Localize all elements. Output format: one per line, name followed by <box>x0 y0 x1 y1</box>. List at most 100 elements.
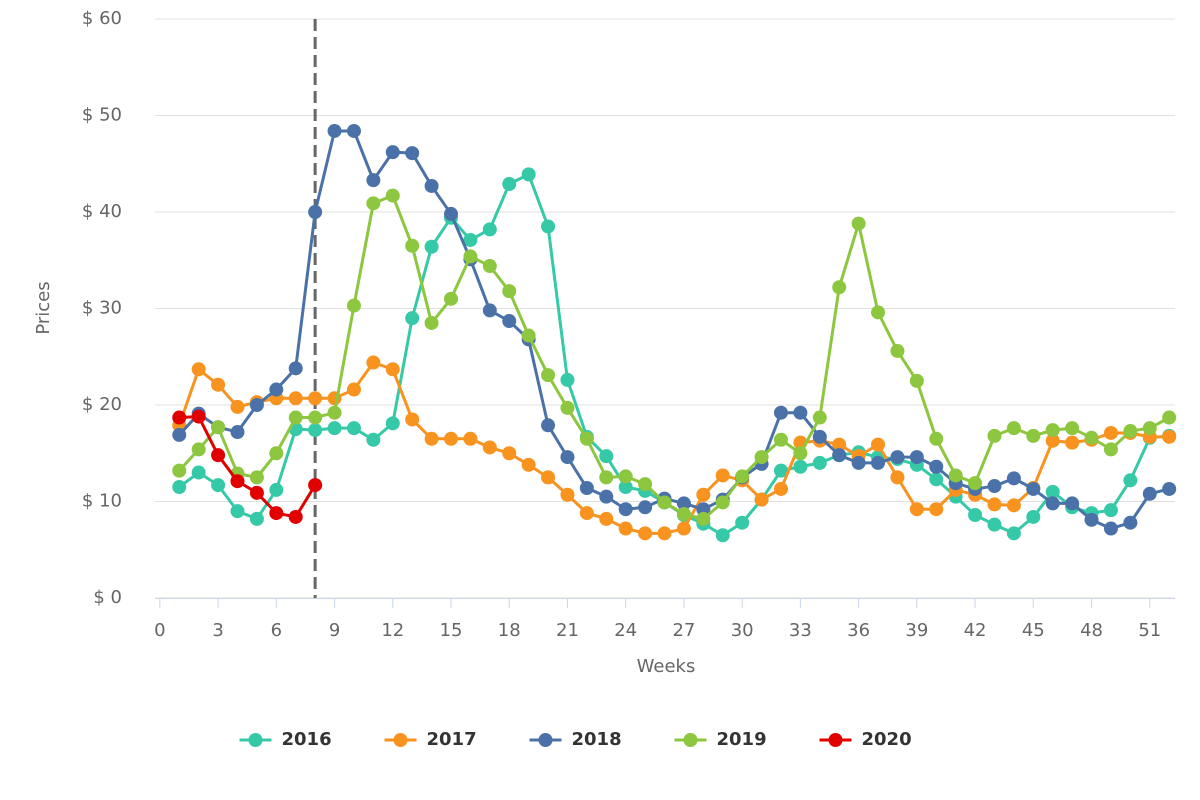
data-point <box>657 495 672 510</box>
data-point <box>676 521 691 536</box>
data-point <box>288 410 303 425</box>
data-point <box>249 511 264 526</box>
data-point <box>793 405 808 420</box>
x-tick-label: 24 <box>614 620 637 641</box>
data-point <box>502 446 517 461</box>
data-point <box>1084 430 1099 445</box>
data-point <box>1026 428 1041 443</box>
data-point <box>444 206 459 221</box>
x-tick-label: 9 <box>329 620 340 641</box>
legend-item[interactable]: 2019 <box>674 729 767 750</box>
data-point <box>269 506 284 521</box>
series-line <box>178 129 1170 531</box>
data-point <box>211 377 226 392</box>
data-point <box>696 511 711 526</box>
data-point <box>851 216 866 231</box>
data-point <box>812 455 827 470</box>
data-point <box>890 450 905 465</box>
data-point <box>929 472 944 487</box>
data-point <box>871 455 886 470</box>
data-point <box>676 496 691 511</box>
data-point <box>1006 471 1021 486</box>
data-point <box>366 355 381 370</box>
data-point <box>657 526 672 541</box>
data-point <box>385 145 400 160</box>
data-point <box>1026 481 1041 496</box>
series-line <box>177 361 1170 535</box>
data-point <box>249 470 264 485</box>
data-point <box>909 502 924 517</box>
legend-item[interactable]: 2017 <box>384 729 477 750</box>
data-point <box>929 459 944 474</box>
legend-item[interactable]: 2018 <box>529 729 622 750</box>
data-point <box>1123 515 1138 530</box>
data-point <box>987 428 1002 443</box>
data-point <box>832 280 847 295</box>
legend-label: 2017 <box>427 729 477 750</box>
data-point <box>1162 481 1177 496</box>
data-point <box>851 455 866 470</box>
data-point <box>346 382 361 397</box>
legend-symbol <box>248 733 263 747</box>
data-point <box>1103 425 1118 440</box>
data-point <box>288 361 303 376</box>
data-point <box>754 492 769 507</box>
data-point <box>230 399 245 414</box>
data-point <box>773 463 788 478</box>
data-point <box>385 416 400 431</box>
y-axis-title: Prices <box>33 281 54 334</box>
data-point <box>1142 486 1157 501</box>
data-point <box>560 400 575 415</box>
x-tick-label: 3 <box>212 620 223 641</box>
data-point <box>1006 421 1021 436</box>
legend-symbol <box>538 733 553 747</box>
data-point <box>599 470 614 485</box>
data-point <box>191 442 206 457</box>
data-point <box>463 232 478 247</box>
y-tick-label: $ 30 <box>82 298 122 319</box>
data-point <box>599 449 614 464</box>
data-point <box>308 410 323 425</box>
legend-item[interactable]: 2016 <box>239 729 332 750</box>
data-point <box>541 368 556 383</box>
data-point <box>1162 429 1177 444</box>
data-point <box>1065 496 1080 511</box>
data-point <box>288 509 303 524</box>
data-point <box>968 508 983 523</box>
data-point <box>269 482 284 497</box>
legend-label: 2019 <box>717 729 767 750</box>
data-point <box>909 450 924 465</box>
data-point <box>754 450 769 465</box>
data-point <box>521 457 536 472</box>
data-point <box>696 487 711 502</box>
data-point <box>502 284 517 299</box>
data-point <box>1123 424 1138 439</box>
x-tick-label: 30 <box>731 620 754 641</box>
data-point <box>541 418 556 433</box>
data-point <box>1065 435 1080 450</box>
data-point <box>832 448 847 463</box>
data-point <box>560 450 575 465</box>
data-point <box>502 314 517 329</box>
data-point <box>308 478 323 493</box>
data-point <box>327 405 342 420</box>
data-point <box>424 315 439 330</box>
data-point <box>230 504 245 519</box>
data-point <box>1026 509 1041 524</box>
data-point <box>366 196 381 211</box>
data-point <box>230 425 245 440</box>
data-point <box>812 429 827 444</box>
legend-item[interactable]: 2020 <box>819 729 912 750</box>
data-point <box>638 477 653 492</box>
data-point <box>1045 496 1060 511</box>
data-point <box>1045 433 1060 448</box>
data-point <box>638 500 653 515</box>
data-point <box>871 305 886 320</box>
legend-symbol <box>828 733 843 747</box>
data-point <box>463 249 478 264</box>
data-point <box>1045 484 1060 499</box>
data-point <box>172 463 187 478</box>
data-point <box>1162 410 1177 425</box>
x-tick-label: 21 <box>556 620 579 641</box>
